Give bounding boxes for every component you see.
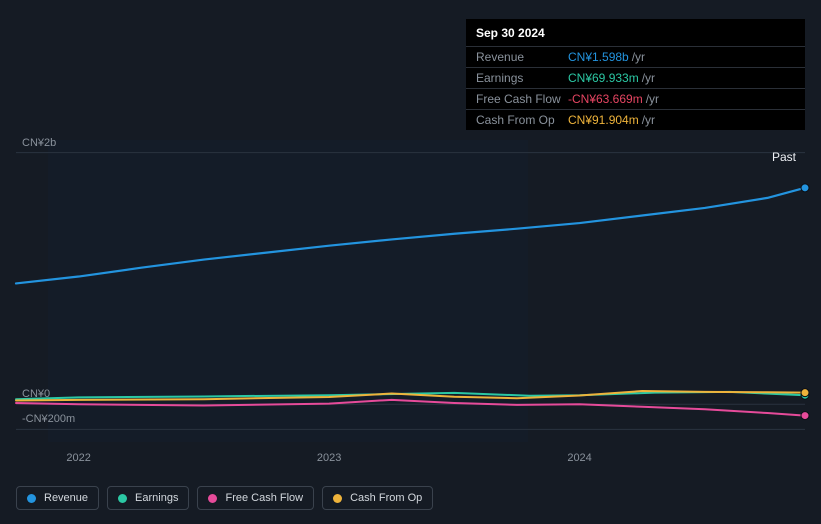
tooltip-value: CN¥69.933m [568,71,639,85]
x-axis-label: 2024 [567,452,591,464]
past-label: Past [772,150,796,164]
legend-label: Cash From Op [350,492,422,504]
tooltip-row: EarningsCN¥69.933m/yr [466,67,805,88]
tooltip-unit: /yr [632,50,645,64]
legend-label: Revenue [44,492,88,504]
chart-legend: Revenue Earnings Free Cash Flow Cash From O… [16,486,433,510]
legend-label: Free Cash Flow [225,492,303,504]
legend-item-earnings[interactable]: Earnings [107,486,189,510]
tooltip-value: CN¥1.598b [568,50,629,64]
tooltip-row: RevenueCN¥1.598b/yr [466,46,805,67]
tooltip-label: Cash From Op [476,113,568,127]
y-axis-label: CN¥0 [22,388,50,400]
tooltip-value: CN¥91.904m [568,113,639,127]
legend-swatch [208,494,217,503]
legend-item-cfo[interactable]: Cash From Op [322,486,433,510]
legend-swatch [118,494,127,503]
tooltip-title: Sep 30 2024 [466,19,805,46]
legend-swatch [333,494,342,503]
tooltip-row: Cash From OpCN¥91.904m/yr [466,109,805,130]
legend-label: Earnings [135,492,178,504]
x-axis-label: 2023 [317,452,341,464]
tooltip-label: Earnings [476,71,568,85]
tooltip-row: Free Cash Flow-CN¥63.669m/yr [466,88,805,109]
tooltip-unit: /yr [642,71,655,85]
legend-item-revenue[interactable]: Revenue [16,486,99,510]
x-axis-label: 2022 [66,452,90,464]
tooltip-label: Revenue [476,50,568,64]
legend-item-fcf[interactable]: Free Cash Flow [197,486,314,510]
chart-tooltip: Sep 30 2024 RevenueCN¥1.598b/yrEarningsC… [466,19,805,130]
tooltip-unit: /yr [642,113,655,127]
tooltip-unit: /yr [646,92,659,106]
y-axis-label: -CN¥200m [22,413,75,425]
y-axis-label: CN¥2b [22,137,56,149]
tooltip-value: -CN¥63.669m [568,92,643,106]
chart-container: Past Sep 30 2024 RevenueCN¥1.598b/yrEarn… [0,0,821,524]
tooltip-label: Free Cash Flow [476,92,568,106]
legend-swatch [27,494,36,503]
